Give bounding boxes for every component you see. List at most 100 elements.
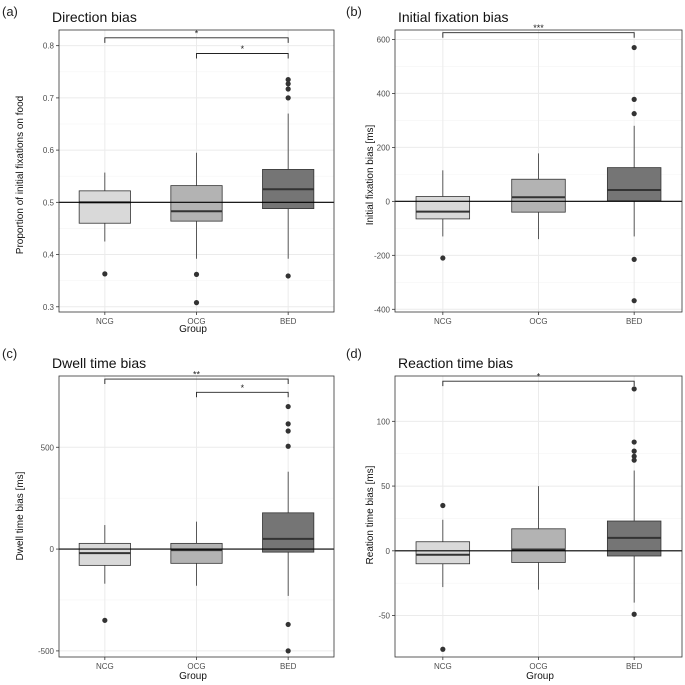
panel-c-outlier-point (285, 648, 291, 654)
panel-b-box-ocg (511, 153, 566, 240)
panel-b-outlier-point (631, 298, 637, 304)
panel-a-ytick-label: 0.7 (43, 94, 55, 103)
panel-c-xtick-label: NCG (96, 662, 114, 671)
panel-d-xtick-label: OCG (529, 662, 547, 671)
panel-b-significance-label: *** (533, 23, 544, 33)
panel-a-outlier-point (285, 81, 291, 87)
panel-c-box-body (170, 542, 223, 564)
panel-c-significance-bracket: * (196, 383, 289, 398)
panel-d-outlier-point (631, 453, 637, 459)
panel-d-outlier-point (440, 502, 446, 509)
panel-c-box-body (262, 512, 315, 553)
panel-a-outlier-point (193, 300, 200, 306)
panel-d-box-body (415, 541, 471, 565)
panel-c-ytick-label: 500 (41, 443, 55, 452)
panel-c-ylabel: Dwell time bias [ms] (15, 471, 26, 560)
panel-b-ytick-label: -400 (374, 305, 391, 314)
panel-b-outlier-point (440, 255, 446, 261)
panel-d-ytick-label: 50 (381, 482, 390, 491)
panel-d-bracket-line (442, 380, 635, 387)
panel-c-significance-label: * (241, 383, 245, 393)
panel-a-label: (a) (2, 4, 18, 19)
panel-c-outlier-point (102, 617, 108, 623)
panel-b: (b) Initial fixation bias *** -400 -200 0 20… (346, 4, 683, 326)
panel-a-xtick-label: OCG (187, 317, 205, 326)
panel-b-outlier-point (631, 256, 637, 262)
panel-d-title: Reaction time bias (398, 355, 513, 371)
panel-a: (a) Direction bias * * 0.3 0.4 0.5 0.6 0.7 0.8 N… (2, 4, 335, 335)
panel-b-plot: *** -400 -200 0 200 400 600 NCG OCG BED (374, 23, 683, 326)
panel-b-box-body (606, 167, 662, 202)
panel-c-xlabel: Group (179, 671, 207, 682)
panel-a-ytick-label: 0.3 (43, 303, 55, 312)
panel-c-box-body (78, 542, 131, 566)
panel-a-xtick-label: NCG (96, 317, 114, 326)
panel-c-box-ocg (170, 521, 223, 586)
panel-d-xtick-label: BED (626, 662, 643, 671)
panel-d-outlier-point (631, 386, 637, 392)
panel-a-xtick-label: BED (280, 317, 297, 326)
panel-a-significance-bracket: * (104, 28, 289, 43)
panel-c-significance-label: ** (193, 370, 201, 380)
panel-b-title: Initial fixation bias (398, 9, 509, 25)
panel-b-ytick-label: -200 (374, 251, 391, 260)
panel-b-box-body (415, 196, 471, 220)
panel-d: (d) Reaction time bias * -50 0 50 100 NCG OCG B… (346, 346, 683, 682)
panel-c-outlier-point (285, 443, 291, 449)
panel-a-xlabel: Group (179, 324, 207, 335)
panel-d-box-ocg (511, 486, 566, 590)
panel-d-outlier-point (631, 611, 637, 617)
panel-b-bracket-line (442, 32, 635, 38)
panel-b-box-bed (606, 44, 662, 304)
panel-a-outlier-point (193, 271, 200, 277)
panel-c-bracket-line (104, 378, 289, 385)
panel-a-bracket-line (104, 37, 289, 43)
panel-d-significance-bracket: * (442, 372, 635, 387)
panel-d-ytick-label: -50 (378, 612, 390, 621)
panel-b-box-body (511, 178, 566, 213)
panel-d-outlier-point (440, 646, 446, 652)
panel-c-xtick-label: BED (280, 662, 297, 671)
panel-d-ytick-label: 0 (386, 547, 391, 556)
panel-d-label: (d) (346, 346, 362, 361)
panel-c-title: Dwell time bias (52, 355, 146, 371)
panel-b-box-ncg (415, 170, 471, 261)
panel-a-box-ocg (170, 152, 223, 306)
panel-d-outlier-point (631, 439, 637, 445)
panel-a-ylabel: Proportion of initial fixations on food (15, 96, 26, 254)
panel-c-xtick-label: OCG (187, 662, 205, 671)
panel-a-box-ncg (78, 172, 131, 277)
panel-a-significance-label: * (195, 28, 199, 38)
panel-b-outlier-point (631, 44, 637, 51)
panel-a-box-body (78, 190, 131, 224)
panel-d-xlabel: Group (526, 671, 554, 682)
panel-c-outlier-point (285, 421, 291, 427)
panel-d-box-ncg (415, 502, 471, 652)
panel-d-significance-label: * (537, 372, 541, 382)
panel-b-ytick-label: 600 (377, 35, 391, 44)
panel-d-plot: * -50 0 50 100 NCG OCG BED (377, 372, 683, 671)
panel-c-outlier-point (285, 621, 291, 628)
panel-b-outlier-point (631, 111, 637, 117)
panel-a-outlier-point (102, 271, 108, 277)
panel-d-ytick-label: 100 (377, 417, 391, 426)
panel-d-box-body (511, 528, 566, 563)
panel-b-significance-bracket: *** (442, 23, 635, 38)
panel-a-outlier-point (285, 273, 291, 279)
panel-b-ylabel: Initial fixation bias [ms] (365, 124, 376, 225)
panel-a-bracket-line (196, 53, 289, 59)
panel-d-outlier-point (631, 448, 637, 454)
panel-a-box-body (170, 185, 223, 222)
panel-c-bracket-line (196, 391, 289, 398)
panel-c-outlier-point (285, 428, 291, 434)
panel-a-significance-bracket: * (196, 44, 289, 59)
panel-b-ytick-label: 0 (386, 197, 391, 206)
panel-d-box-bed (606, 386, 662, 617)
panel-a-title: Direction bias (52, 9, 137, 25)
panel-b-outlier-point (631, 96, 637, 102)
panel-a-outlier-point (285, 86, 291, 92)
panel-d-xtick-label: NCG (434, 662, 452, 671)
panel-a-ytick-label: 0.5 (43, 198, 55, 207)
panel-a-outlier-point (285, 77, 291, 83)
